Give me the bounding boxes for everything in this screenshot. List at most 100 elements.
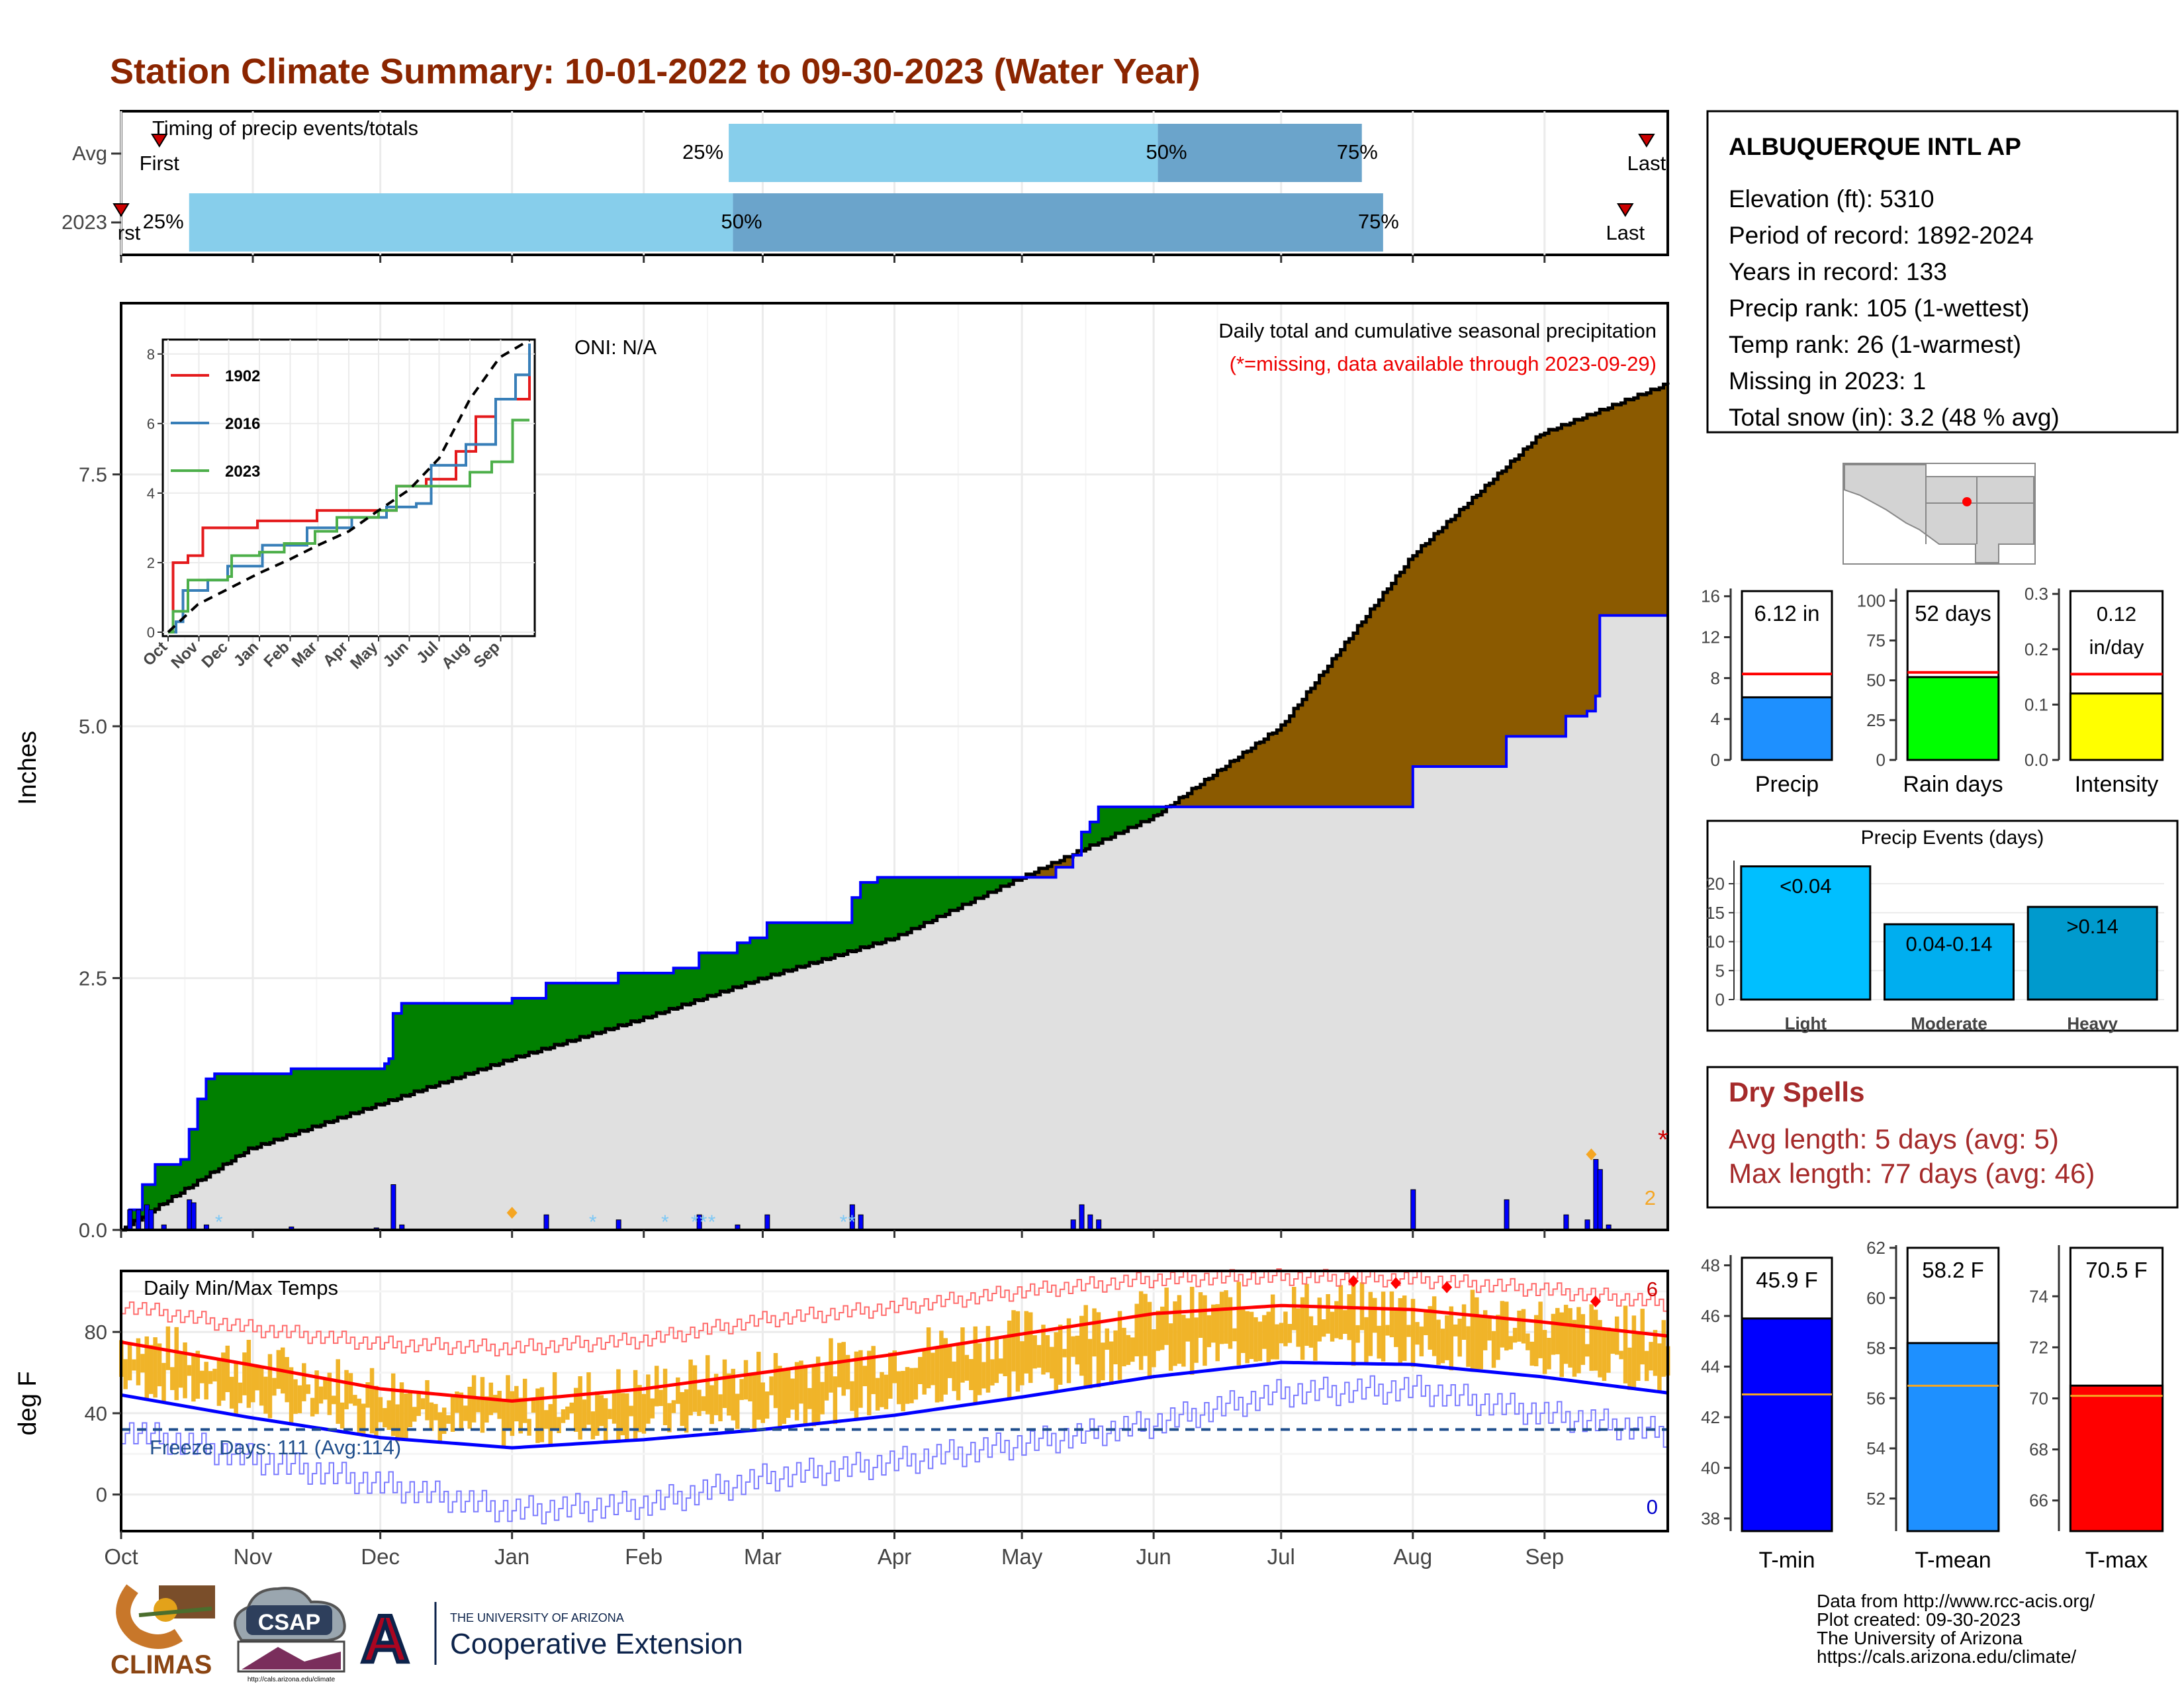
daily-temp-bar bbox=[1219, 1291, 1224, 1344]
daily-temp-bar bbox=[1461, 1304, 1467, 1340]
temp-ylabel: deg F bbox=[14, 1371, 42, 1435]
daily-temp-bar bbox=[1092, 1308, 1097, 1357]
daily-temp-bar bbox=[251, 1366, 255, 1403]
daily-temp-bar bbox=[310, 1397, 315, 1417]
daily-temp-bar bbox=[1479, 1317, 1484, 1370]
daily-temp-bar bbox=[455, 1391, 459, 1413]
daily-temp-bar bbox=[1147, 1301, 1152, 1380]
daily-temp-bar bbox=[136, 1338, 141, 1385]
daily-temp-bar bbox=[603, 1398, 608, 1444]
daily-temp-bar bbox=[578, 1376, 582, 1440]
daily-temp-bar bbox=[565, 1406, 570, 1420]
daily-temp-bar bbox=[680, 1391, 684, 1427]
inset-ytick-label: 0 bbox=[147, 624, 155, 641]
daily-temp-bar bbox=[934, 1346, 940, 1403]
credit-line-4: https://cals.arizona.edu/climate/ bbox=[1817, 1646, 2076, 1667]
daily-temp-bar bbox=[612, 1391, 617, 1424]
t-min-ytick-label: 40 bbox=[1701, 1458, 1720, 1477]
daily-temp-bar bbox=[837, 1342, 842, 1387]
credits: Data from http://www.rcc-acis.org/ Plot … bbox=[1817, 1591, 2095, 1667]
daily-temp-bar bbox=[246, 1340, 251, 1408]
daily-temp-bar bbox=[705, 1355, 710, 1415]
daily-temp-bar bbox=[866, 1350, 872, 1415]
intensity-bar bbox=[2069, 692, 2164, 761]
daily-temp-bar bbox=[659, 1389, 663, 1407]
missing-count: 2 bbox=[1645, 1186, 1656, 1209]
daily-temp-bar bbox=[752, 1374, 757, 1430]
station-period: Period of record: 1892-2024 bbox=[1729, 222, 2034, 249]
daily-temp-bar bbox=[756, 1352, 761, 1420]
daily-temp-bar bbox=[939, 1331, 944, 1402]
t-min-value-label: 45.9 F bbox=[1756, 1268, 1818, 1292]
daily-temp-bar bbox=[1602, 1329, 1607, 1382]
snow-day-marker: * bbox=[840, 1211, 848, 1233]
daily-temp-bar bbox=[1627, 1347, 1632, 1390]
daily-temp-bar bbox=[1512, 1327, 1518, 1343]
daily-temp-bar bbox=[1644, 1350, 1649, 1382]
t-min-ytick-label: 44 bbox=[1701, 1356, 1720, 1376]
daily-temp-bar bbox=[272, 1378, 277, 1396]
daily-temp-bar bbox=[701, 1396, 706, 1411]
t-max-label: T-max bbox=[2085, 1548, 2148, 1573]
record-low-count: 0 bbox=[1647, 1495, 1658, 1519]
daily-temp-bar bbox=[306, 1384, 310, 1394]
ua-logo: A THE UNIVERSITY OF ARIZONA Cooperative … bbox=[359, 1600, 743, 1678]
temp-ytick-label: 80 bbox=[85, 1321, 107, 1344]
daily-temp-bar bbox=[221, 1352, 226, 1401]
daily-temp-bar bbox=[518, 1397, 523, 1434]
daily-temp-bar bbox=[727, 1373, 731, 1416]
daily-temp-bar bbox=[1130, 1337, 1135, 1362]
daily-temp-bar bbox=[153, 1337, 158, 1398]
daily-temp-bar bbox=[1028, 1312, 1033, 1383]
inset-legend-label: 2023 bbox=[225, 463, 260, 481]
daily-temp-bar bbox=[1122, 1327, 1126, 1367]
inset-legend-label: 1902 bbox=[225, 367, 260, 385]
daily-temp-bar bbox=[1517, 1310, 1522, 1342]
daily-temp-bar bbox=[552, 1372, 557, 1429]
daily-temp-bar bbox=[327, 1372, 332, 1415]
daily-temp-bar bbox=[1653, 1330, 1658, 1376]
snow-day-marker: * bbox=[691, 1211, 699, 1233]
dry-title: Dry Spells bbox=[1729, 1076, 1864, 1107]
daily-precip-bar bbox=[615, 1219, 621, 1231]
daily-temp-bar bbox=[892, 1350, 897, 1383]
daily-temp-bar bbox=[383, 1408, 387, 1428]
freeze-days-label: Freeze Days: 111 (Avg:114) bbox=[150, 1436, 401, 1459]
inset-legend-label: 2016 bbox=[225, 415, 260, 433]
daily-temp-bar bbox=[1240, 1307, 1246, 1353]
avg-max-line bbox=[120, 1303, 1668, 1403]
daily-temp-bar bbox=[561, 1409, 566, 1423]
daily-temp-bar bbox=[1326, 1293, 1330, 1334]
daily-temp-bar bbox=[1087, 1338, 1093, 1389]
daily-temp-bar bbox=[1020, 1341, 1024, 1385]
daily-temp-bar bbox=[463, 1405, 468, 1421]
daily-temp-bar bbox=[803, 1364, 808, 1425]
daily-temp-bar bbox=[1249, 1311, 1254, 1360]
temp-ytick-label: 40 bbox=[85, 1402, 107, 1425]
daily-temp-bar bbox=[854, 1351, 859, 1420]
daily-temp-bar bbox=[1572, 1319, 1577, 1377]
daily-temp-bar bbox=[234, 1362, 238, 1415]
daily-precip-bar bbox=[543, 1214, 549, 1231]
daily-temp-bar bbox=[1321, 1319, 1326, 1337]
daily-temp-bar bbox=[1436, 1319, 1441, 1365]
first-event-marker bbox=[150, 134, 168, 148]
daily-precip-bar bbox=[191, 1202, 197, 1231]
daily-temp-bar bbox=[1496, 1315, 1500, 1360]
inset-ytick-label: 2 bbox=[147, 555, 155, 571]
daily-temp-bar bbox=[1533, 1315, 1539, 1366]
daily-temp-bar bbox=[1308, 1316, 1314, 1348]
daily-temp-bar bbox=[425, 1380, 430, 1421]
flag-marker bbox=[506, 1207, 518, 1219]
daily-temp-bar bbox=[909, 1368, 914, 1403]
daily-temp-bar bbox=[1045, 1335, 1050, 1373]
daily-temp-bar bbox=[1253, 1317, 1258, 1362]
daily-temp-bar bbox=[692, 1365, 698, 1412]
station-frame bbox=[1706, 110, 2179, 434]
daily-temp-bar bbox=[416, 1392, 421, 1417]
month-label: Mar bbox=[744, 1544, 782, 1569]
daily-temp-bar bbox=[1614, 1316, 1619, 1355]
station-temp-rank: Temp rank: 26 (1-warmest) bbox=[1729, 331, 2021, 358]
daily-temp-bar bbox=[790, 1378, 795, 1410]
